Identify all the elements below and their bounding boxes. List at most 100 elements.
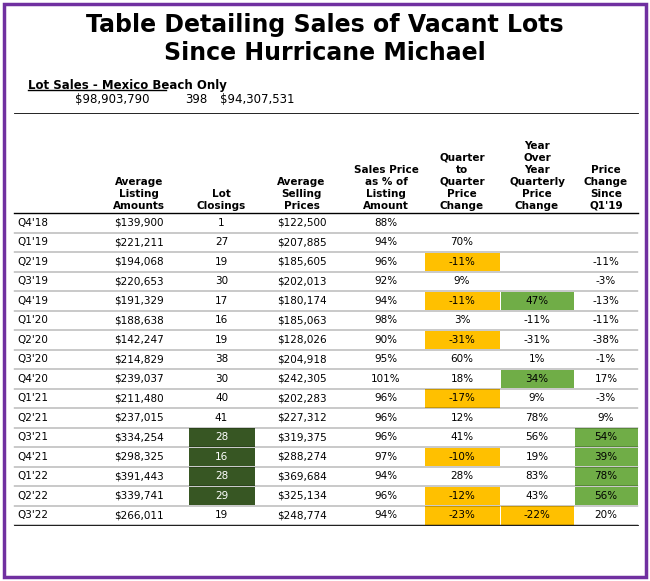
Text: -1%: -1%: [596, 354, 616, 364]
Text: 9%: 9%: [598, 413, 614, 423]
Text: 41%: 41%: [450, 432, 474, 442]
Text: 16: 16: [215, 452, 228, 462]
Text: 83%: 83%: [525, 471, 549, 481]
Text: $221,211: $221,211: [114, 237, 164, 248]
Text: -11%: -11%: [593, 257, 619, 267]
Text: $207,885: $207,885: [277, 237, 326, 248]
Text: 60%: 60%: [450, 354, 473, 364]
Text: 19: 19: [215, 257, 228, 267]
Text: Price
Change
Since
Q1'19: Price Change Since Q1'19: [584, 165, 628, 211]
Text: Average
Listing
Amounts: Average Listing Amounts: [113, 177, 165, 211]
Text: -31%: -31%: [448, 335, 475, 345]
Text: Q3'21: Q3'21: [17, 432, 48, 442]
Text: Q2'21: Q2'21: [17, 413, 48, 423]
Text: 30: 30: [215, 276, 228, 286]
Text: Quarter
to
Quarter
Price
Change: Quarter to Quarter Price Change: [439, 153, 485, 211]
Bar: [575, 467, 638, 486]
Text: -3%: -3%: [596, 276, 616, 286]
Text: 9%: 9%: [528, 393, 545, 403]
Text: $334,254: $334,254: [114, 432, 164, 442]
Text: Lot
Closings: Lot Closings: [197, 189, 246, 211]
Text: 28: 28: [215, 432, 228, 442]
Bar: [424, 447, 499, 466]
Text: $204,918: $204,918: [277, 354, 326, 364]
Text: $180,174: $180,174: [277, 296, 326, 306]
Text: $191,329: $191,329: [114, 296, 164, 306]
Text: 17%: 17%: [595, 374, 618, 383]
Bar: [500, 292, 573, 310]
Text: 43%: 43%: [525, 491, 549, 501]
Text: -10%: -10%: [448, 452, 475, 462]
Text: -17%: -17%: [448, 393, 475, 403]
Text: 41: 41: [215, 413, 228, 423]
Text: Table Detailing Sales of Vacant Lots
Since Hurricane Michael: Table Detailing Sales of Vacant Lots Sin…: [86, 13, 564, 65]
Bar: [575, 486, 638, 505]
Bar: [424, 331, 499, 349]
Text: $298,325: $298,325: [114, 452, 164, 462]
Text: 94%: 94%: [374, 237, 398, 248]
Text: Sales Price
as % of
Listing
Amount: Sales Price as % of Listing Amount: [354, 165, 419, 211]
Bar: [424, 486, 499, 505]
Text: 78%: 78%: [525, 413, 549, 423]
Text: 94%: 94%: [374, 296, 398, 306]
Text: -23%: -23%: [448, 510, 475, 520]
Text: $288,274: $288,274: [277, 452, 326, 462]
Text: $391,443: $391,443: [114, 471, 164, 481]
Text: -11%: -11%: [593, 315, 619, 325]
Text: Q1'19: Q1'19: [17, 237, 48, 248]
Text: Q4'18: Q4'18: [17, 218, 48, 228]
Text: 78%: 78%: [595, 471, 618, 481]
Text: Q2'22: Q2'22: [17, 491, 48, 501]
Text: $194,068: $194,068: [114, 257, 164, 267]
Text: 19: 19: [215, 335, 228, 345]
Text: 47%: 47%: [525, 296, 549, 306]
Text: -31%: -31%: [523, 335, 551, 345]
Text: Q1'21: Q1'21: [17, 393, 48, 403]
Text: 90%: 90%: [374, 335, 398, 345]
Text: 28: 28: [215, 471, 228, 481]
Text: 40: 40: [215, 393, 228, 403]
Text: 1%: 1%: [528, 354, 545, 364]
Text: -12%: -12%: [448, 491, 475, 501]
Text: 101%: 101%: [371, 374, 401, 383]
Text: 70%: 70%: [450, 237, 473, 248]
Text: 96%: 96%: [374, 413, 398, 423]
Text: 18%: 18%: [450, 374, 474, 383]
Text: $369,684: $369,684: [277, 471, 326, 481]
Bar: [424, 292, 499, 310]
Text: $325,134: $325,134: [277, 491, 326, 501]
Text: -38%: -38%: [593, 335, 619, 345]
Text: 96%: 96%: [374, 393, 398, 403]
Text: 28%: 28%: [450, 471, 474, 481]
Text: 16: 16: [215, 315, 228, 325]
Text: 20%: 20%: [595, 510, 618, 520]
Text: $237,015: $237,015: [114, 413, 164, 423]
Text: $242,305: $242,305: [277, 374, 326, 383]
Text: Q2'20: Q2'20: [17, 335, 48, 345]
Text: $98,903,790: $98,903,790: [75, 93, 150, 106]
Bar: [500, 506, 573, 525]
Text: $227,312: $227,312: [277, 413, 326, 423]
Text: -22%: -22%: [523, 510, 551, 520]
Text: 27: 27: [215, 237, 228, 248]
Bar: [500, 370, 573, 388]
Text: -13%: -13%: [593, 296, 619, 306]
Bar: [188, 486, 255, 505]
Bar: [188, 447, 255, 466]
Text: $211,480: $211,480: [114, 393, 164, 403]
Bar: [575, 428, 638, 447]
Text: 3%: 3%: [454, 315, 470, 325]
Text: 398: 398: [185, 93, 207, 106]
Text: Q3'20: Q3'20: [17, 354, 48, 364]
Text: Q3'19: Q3'19: [17, 276, 48, 286]
Text: $128,026: $128,026: [277, 335, 326, 345]
Text: Lot Sales - Mexico Beach Only: Lot Sales - Mexico Beach Only: [28, 79, 227, 92]
Text: Q3'22: Q3'22: [17, 510, 48, 520]
Text: 98%: 98%: [374, 315, 398, 325]
Text: 96%: 96%: [374, 491, 398, 501]
Text: $202,013: $202,013: [277, 276, 326, 286]
Text: 1: 1: [218, 218, 225, 228]
Text: $220,653: $220,653: [114, 276, 164, 286]
Text: $188,638: $188,638: [114, 315, 164, 325]
Text: 17: 17: [215, 296, 228, 306]
